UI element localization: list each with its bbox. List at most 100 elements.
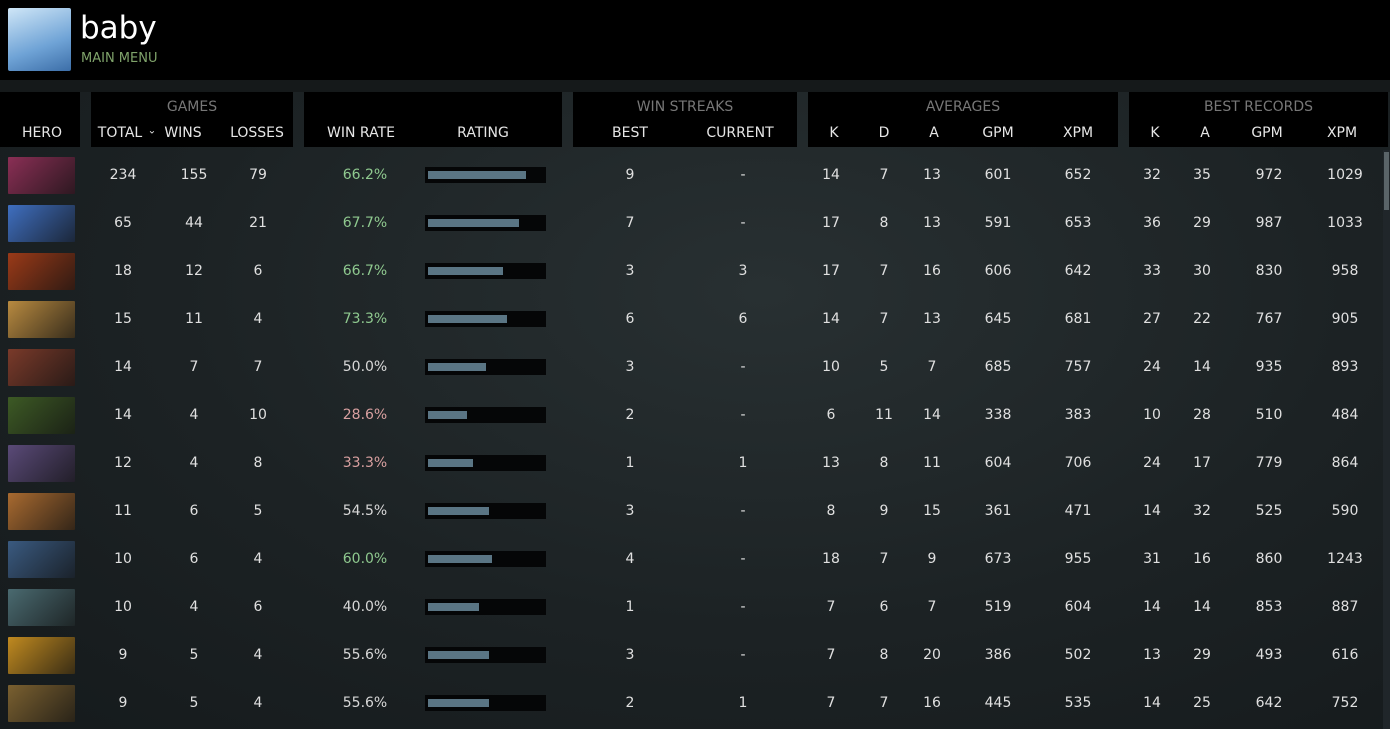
cell-value: 4 bbox=[253, 311, 263, 327]
cell-value: 4 bbox=[189, 407, 199, 423]
cell-value: 14 bbox=[114, 359, 132, 375]
cell-value: 11 bbox=[875, 407, 893, 423]
cell-value: 8 bbox=[826, 503, 836, 519]
cell-value: 3 bbox=[625, 647, 635, 663]
cell-value: 10 bbox=[1143, 407, 1161, 423]
cell-value: 3 bbox=[738, 263, 748, 279]
cell-value: 18 bbox=[822, 551, 840, 567]
cell-value: 29 bbox=[1193, 215, 1211, 231]
cell-value: 972 bbox=[1255, 167, 1283, 183]
cell-value: 642 bbox=[1064, 263, 1092, 279]
cell-value: 1 bbox=[625, 455, 635, 471]
cell-value: - bbox=[740, 551, 746, 567]
header-box bbox=[0, 92, 80, 147]
cell-value: 36 bbox=[1143, 215, 1161, 231]
hero-icon[interactable] bbox=[8, 589, 75, 626]
cell-value: 24 bbox=[1143, 359, 1161, 375]
hero-icon[interactable] bbox=[8, 157, 75, 194]
cell-value: 17 bbox=[822, 215, 840, 231]
header-box bbox=[91, 92, 293, 147]
cell-value: 7 bbox=[927, 599, 937, 615]
cell-value: - bbox=[740, 599, 746, 615]
cell-value: 10 bbox=[822, 359, 840, 375]
main-menu-link[interactable]: MAIN MENU bbox=[81, 51, 158, 66]
cell-value: 4 bbox=[189, 599, 199, 615]
cell-value: 1 bbox=[738, 695, 748, 711]
hero-icon[interactable] bbox=[8, 637, 75, 674]
cell-value: 5 bbox=[189, 695, 199, 711]
cell-value: 853 bbox=[1255, 599, 1283, 615]
cell-value: 6 bbox=[826, 407, 836, 423]
cell-value: 958 bbox=[1331, 263, 1359, 279]
scroll-thumb[interactable] bbox=[1384, 152, 1389, 210]
hero-icon[interactable] bbox=[8, 445, 75, 482]
cell-value: 2 bbox=[625, 695, 635, 711]
hero-icon[interactable] bbox=[8, 397, 75, 434]
cell-value: 7 bbox=[927, 359, 937, 375]
cell-value: 601 bbox=[984, 167, 1012, 183]
cell-value: 830 bbox=[1255, 263, 1283, 279]
column-header: HERO bbox=[21, 125, 63, 141]
hero-icon[interactable] bbox=[8, 253, 75, 290]
cell-value: 32 bbox=[1143, 167, 1161, 183]
cell-value: 386 bbox=[984, 647, 1012, 663]
cell-value: 681 bbox=[1064, 311, 1092, 327]
cell-value: - bbox=[740, 215, 746, 231]
cell-value: 234 bbox=[109, 167, 137, 183]
hero-icon[interactable] bbox=[8, 685, 75, 722]
win-rate: 73.3% bbox=[342, 311, 388, 327]
avatar[interactable] bbox=[8, 8, 71, 71]
cell-value: 987 bbox=[1255, 215, 1283, 231]
cell-value: 28 bbox=[1193, 407, 1211, 423]
cell-value: 7 bbox=[826, 695, 836, 711]
rating-bar bbox=[428, 603, 479, 611]
cell-value: 905 bbox=[1331, 311, 1359, 327]
cell-value: 18 bbox=[114, 263, 132, 279]
column-header: GPM bbox=[982, 125, 1014, 141]
column-header[interactable]: TOTAL bbox=[97, 125, 143, 141]
scrollbar[interactable] bbox=[1383, 150, 1390, 729]
column-header: XPM bbox=[1326, 125, 1358, 141]
cell-value: 22 bbox=[1193, 311, 1211, 327]
win-rate: 33.3% bbox=[342, 455, 388, 471]
cell-value: 7 bbox=[879, 551, 889, 567]
hero-icon[interactable] bbox=[8, 541, 75, 578]
cell-value: 955 bbox=[1064, 551, 1092, 567]
cell-value: 31 bbox=[1143, 551, 1161, 567]
cell-value: 24 bbox=[1143, 455, 1161, 471]
cell-value: 21 bbox=[249, 215, 267, 231]
cell-value: 767 bbox=[1255, 311, 1283, 327]
rating-bar bbox=[428, 507, 489, 515]
hero-icon[interactable] bbox=[8, 301, 75, 338]
cell-value: 2 bbox=[625, 407, 635, 423]
cell-value: 11 bbox=[114, 503, 132, 519]
cell-value: 7 bbox=[826, 647, 836, 663]
rating-bar bbox=[428, 219, 519, 227]
cell-value: 1243 bbox=[1327, 551, 1363, 567]
cell-value: 7 bbox=[879, 695, 889, 711]
hero-icon[interactable] bbox=[8, 493, 75, 530]
group-label: WIN STREAKS bbox=[636, 99, 734, 115]
column-header: WINS bbox=[164, 125, 202, 141]
cell-value: 1 bbox=[625, 599, 635, 615]
cell-value: 5 bbox=[253, 503, 263, 519]
cell-value: 893 bbox=[1331, 359, 1359, 375]
cell-value: 20 bbox=[923, 647, 941, 663]
group-label: BEST RECORDS bbox=[1203, 99, 1314, 115]
cell-value: 471 bbox=[1064, 503, 1092, 519]
cell-value: 14 bbox=[1143, 695, 1161, 711]
divider bbox=[0, 80, 1390, 92]
group-label: AVERAGES bbox=[925, 99, 1001, 115]
hero-icon[interactable] bbox=[8, 349, 75, 386]
cell-value: 3 bbox=[625, 503, 635, 519]
cell-value: 935 bbox=[1255, 359, 1283, 375]
cell-value: 860 bbox=[1255, 551, 1283, 567]
cell-value: 502 bbox=[1064, 647, 1092, 663]
cell-value: 9 bbox=[927, 551, 937, 567]
cell-value: 535 bbox=[1064, 695, 1092, 711]
cell-value: 79 bbox=[249, 167, 267, 183]
hero-icon[interactable] bbox=[8, 205, 75, 242]
cell-value: 652 bbox=[1064, 167, 1092, 183]
cell-value: 16 bbox=[1193, 551, 1211, 567]
cell-value: 3 bbox=[625, 263, 635, 279]
